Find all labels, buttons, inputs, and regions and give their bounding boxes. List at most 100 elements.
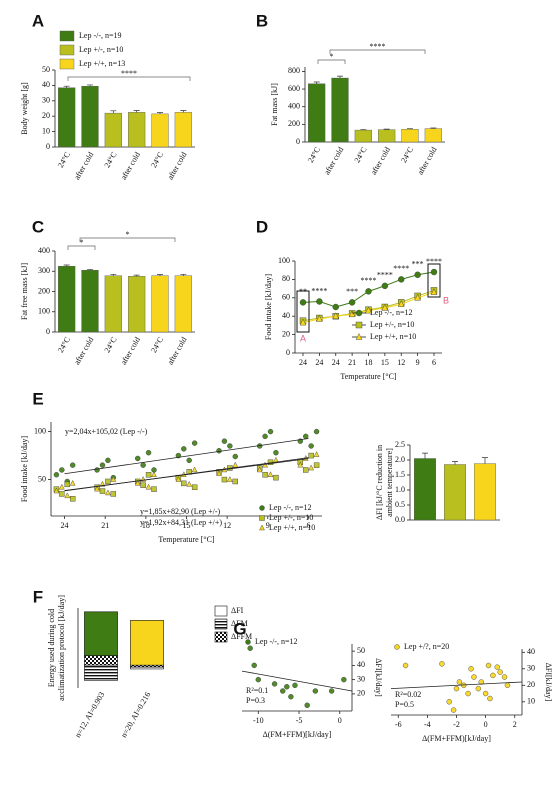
highlight-box <box>296 290 310 333</box>
data-point <box>105 478 111 485</box>
data-point <box>365 288 372 295</box>
x-tick-label: 24°C <box>149 150 165 169</box>
data-point <box>221 476 228 483</box>
data-point <box>191 484 198 490</box>
x-tick-label: 24°C <box>399 145 415 164</box>
bar <box>104 275 122 333</box>
data-point <box>267 471 274 477</box>
significance-label: **** <box>311 286 327 295</box>
bar <box>104 112 122 148</box>
error-bar <box>110 273 117 276</box>
legend-label: Lep -/-, n=19 <box>79 31 122 40</box>
data-point <box>186 457 192 464</box>
y-tick-label: 30 <box>527 664 535 673</box>
data-point <box>348 299 356 306</box>
legend-swatch <box>214 605 228 617</box>
data-point <box>59 467 65 473</box>
bar <box>378 129 396 143</box>
bar-segment <box>130 666 164 670</box>
legend-marker <box>259 524 265 531</box>
data-point <box>151 486 157 492</box>
bar <box>174 275 192 333</box>
y-tick-label: 600 <box>288 84 300 93</box>
data-point <box>308 443 314 449</box>
stat-label: P=0.5 <box>395 700 414 709</box>
legend-swatch <box>214 631 228 643</box>
data-point <box>140 462 146 468</box>
data-point <box>105 489 111 496</box>
legend-swatch <box>59 44 75 56</box>
x-tick-label: 24°C <box>353 145 369 164</box>
error-bar <box>87 84 93 87</box>
x-tick-label: 24 <box>332 358 340 367</box>
legend-marker <box>394 644 400 650</box>
legend-marker <box>259 505 265 511</box>
bar <box>354 129 372 143</box>
significance-label: **** <box>426 257 442 266</box>
stat-label: R²=0.02 <box>395 690 421 699</box>
legend-marker <box>259 515 265 521</box>
data-point <box>191 466 198 473</box>
data-point <box>105 457 111 464</box>
x-tick-label: 24°C <box>103 150 119 169</box>
data-point <box>134 479 141 486</box>
significance-label: **** <box>370 42 386 51</box>
x-tick-label: -5 <box>296 716 303 725</box>
data-point <box>69 479 76 486</box>
data-point <box>299 318 307 326</box>
x-tick-label: after cold <box>416 145 439 176</box>
bar <box>151 275 169 333</box>
data-point <box>482 690 489 697</box>
x-tick-label: after cold <box>72 335 95 366</box>
data-point <box>251 662 257 669</box>
y-tick-label: 100 <box>38 307 50 316</box>
data-point <box>439 661 445 667</box>
y-axis-label: Body weight [g] <box>20 82 29 135</box>
y-tick-label: 20 <box>42 111 50 120</box>
y-tick-label: 0 <box>46 327 50 336</box>
y-tick-label: 40 <box>357 660 365 669</box>
y-tick-label: 0.0 <box>395 515 405 524</box>
y-tick-label: 20 <box>357 689 365 698</box>
data-point <box>381 282 389 290</box>
bar <box>331 77 349 143</box>
data-point <box>365 306 372 314</box>
x-tick-label: 15 <box>381 358 389 367</box>
x-tick-label: 6 <box>306 521 310 530</box>
data-point <box>94 467 100 473</box>
panel-label: F <box>33 587 43 606</box>
data-point <box>140 482 146 489</box>
y-tick-label: 50 <box>357 646 365 655</box>
data-point <box>59 483 65 490</box>
x-tick-label: -10 <box>253 716 264 725</box>
x-tick-label: 9 <box>416 358 420 367</box>
bar <box>128 276 146 333</box>
data-point <box>227 443 233 449</box>
y-axis-label: ΔFI[kJ/day] <box>544 663 552 702</box>
data-point <box>453 685 460 692</box>
data-point <box>175 476 182 482</box>
bar <box>308 83 326 143</box>
bar <box>58 87 76 148</box>
y-tick-label: 100 <box>34 426 46 435</box>
y-tick-label: 20 <box>527 680 535 689</box>
fit-equation: y=1,85x+82,90 (Lep +/-) <box>140 507 221 516</box>
y-axis-label: Food intake [kJ/day] <box>264 274 273 341</box>
x-tick-label: 24 <box>315 358 323 367</box>
data-point <box>221 438 228 444</box>
bar <box>128 112 146 148</box>
data-point <box>468 666 474 672</box>
bar <box>81 85 99 148</box>
x-tick-label: -6 <box>395 720 402 729</box>
panel-label: D <box>256 217 268 236</box>
bar-segment <box>130 620 164 666</box>
data-point <box>381 303 389 311</box>
data-point <box>430 288 438 295</box>
y-tick-label: 400 <box>288 102 300 111</box>
data-point <box>53 487 60 494</box>
data-point <box>348 310 356 318</box>
data-point <box>297 461 304 468</box>
y-axis-label: Fat free mass [kJ] <box>20 263 29 320</box>
data-point <box>284 684 290 690</box>
